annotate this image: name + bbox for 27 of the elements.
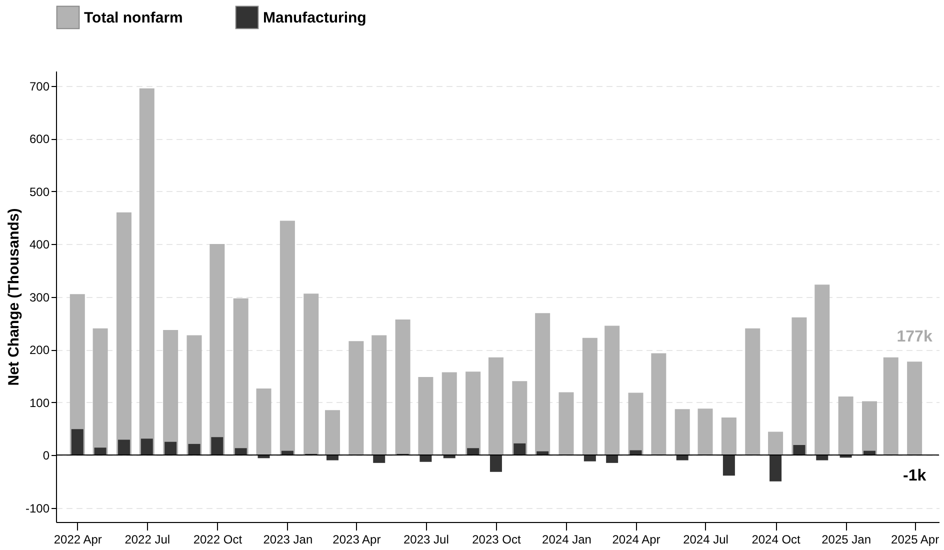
y-axis-title: Net Change (Thousands) xyxy=(5,208,22,386)
x-tick-label: 2022 Apr xyxy=(54,532,102,546)
y-tick-label: 0 xyxy=(42,448,50,463)
y-tick-label: 200 xyxy=(29,343,50,358)
x-tick-label: 2023 Oct xyxy=(472,532,522,546)
x-tick-label: 2025 Jan xyxy=(822,532,872,546)
x-tick-label: 2023 Apr xyxy=(332,532,381,546)
x-tick-label: 2022 Oct xyxy=(193,532,243,546)
y-tick-label: 500 xyxy=(29,184,50,199)
annotation: 177k xyxy=(896,328,932,346)
x-tick-label: 2025 Apr xyxy=(891,532,940,546)
legend-label: Manufacturing xyxy=(263,9,366,26)
x-tick-label: 2024 Jul xyxy=(683,532,728,546)
x-tick-label: 2023 Jul xyxy=(404,532,449,546)
x-tick-label: 2024 Oct xyxy=(752,532,802,546)
legend-label: Total nonfarm xyxy=(84,9,183,26)
x-tick-label: 2022 Jul xyxy=(124,532,170,546)
x-tick-label: 2024 Jan xyxy=(542,532,592,546)
annotation: -1k xyxy=(902,468,926,485)
y-tick-label: 600 xyxy=(29,132,50,146)
y-tick-label: 400 xyxy=(29,238,50,252)
y-tick-label: 700 xyxy=(29,79,50,94)
x-tick-label: 2023 Jan xyxy=(263,532,313,546)
y-tick-label: 100 xyxy=(29,396,50,410)
x-tick-label: 2024 Apr xyxy=(612,532,660,546)
y-tick-label: -100 xyxy=(25,501,50,516)
y-tick-label: 300 xyxy=(29,290,50,304)
